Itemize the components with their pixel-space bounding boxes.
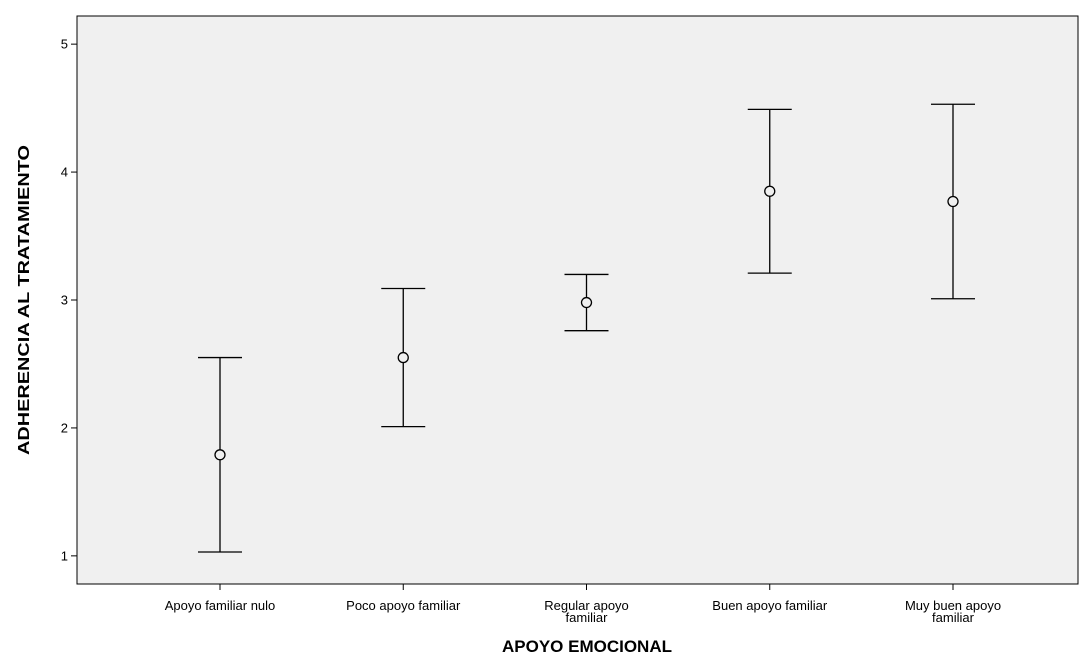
x-tick-label-line: Poco apoyo familiar [346,598,461,613]
x-tick-label-line: Muy buen apoyo [905,598,1001,613]
error-bars [198,103,975,553]
x-tick-label-1: Poco apoyo familiar [346,598,461,613]
x-tick-label-line: Regular apoyo [544,598,629,613]
x-axis: Apoyo familiar nulo Poco apoyo familiar Re… [165,584,1001,625]
x-tick-label-line: familiar [932,610,975,625]
x-tick-label-line: Buen apoyo familiar [712,598,828,613]
mean-marker-1 [397,351,409,364]
x-tick-label-4: Muy buen apoyo familiar [905,598,1001,625]
y-tick-label-5: 5 [61,37,68,52]
mean-marker-0 [214,449,226,461]
mean-marker-4 [947,195,959,208]
y-axis-title: ADHERENCIA AL TRATAMIENTO [16,145,33,455]
x-tick-label-3: Buen apoyo familiar [712,598,828,613]
x-tick-label-line: familiar [566,610,609,625]
y-tick-label-2: 2 [61,420,68,435]
plot-area [76,15,1079,585]
mean-marker-2 [580,296,593,309]
y-tick-label-4: 4 [61,165,68,180]
x-tick-label-0: Apoyo familiar nulo [165,598,276,613]
y-axis: 1 2 3 4 5 [61,37,77,563]
y-tick-label-1: 1 [61,548,68,563]
y-tick-label-3: 3 [61,293,68,308]
x-tick-label-line: Apoyo familiar nulo [165,598,276,613]
x-tick-label-2: Regular apoyo familiar [544,598,629,625]
x-axis-title: APOYO EMOCIONAL [502,637,672,656]
mean-marker-3 [764,185,776,197]
